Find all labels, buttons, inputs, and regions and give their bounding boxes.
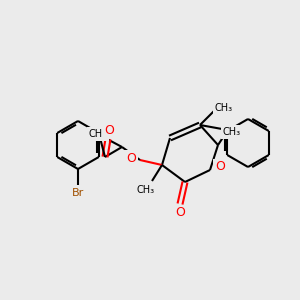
Text: CH₃: CH₃ [137, 185, 155, 195]
Text: O: O [175, 206, 185, 220]
Text: Br: Br [72, 188, 84, 198]
Text: O: O [215, 160, 225, 173]
Text: O: O [126, 152, 136, 164]
Text: CH₃: CH₃ [223, 127, 241, 137]
Text: CH₃: CH₃ [215, 103, 233, 113]
Text: O: O [104, 124, 114, 136]
Text: CH₃: CH₃ [89, 129, 107, 139]
